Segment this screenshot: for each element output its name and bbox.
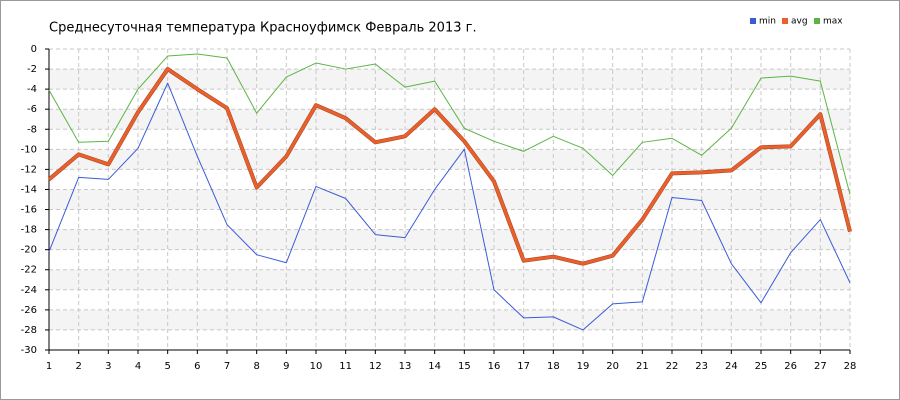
legend-swatch [814, 18, 820, 24]
x-tick-label: 11 [339, 361, 352, 372]
x-tick-label: 9 [283, 361, 289, 372]
x-tick-label: 14 [428, 361, 441, 372]
x-tick-label: 22 [666, 361, 679, 372]
x-tick-label: 12 [369, 361, 382, 372]
x-tick-label: 6 [194, 361, 200, 372]
y-tick-label: -8 [27, 124, 37, 135]
legend-label: max [823, 17, 843, 27]
y-tick-label: -14 [21, 184, 37, 195]
y-tick-label: -20 [21, 245, 37, 256]
x-tick-label: 23 [695, 361, 708, 372]
series-line [48, 67, 852, 266]
y-tick-label: -24 [21, 285, 37, 296]
grid-band [49, 109, 850, 130]
x-tick-label: 28 [844, 361, 857, 372]
y-tick-label: -16 [21, 205, 37, 216]
grid-band [49, 189, 850, 210]
grid-band [49, 309, 850, 330]
x-tick-label: 25 [755, 361, 768, 372]
x-tick-label: 3 [105, 361, 111, 372]
x-tick-label: 13 [399, 361, 412, 372]
y-tick-label: 0 [31, 44, 37, 55]
x-tick-label: 21 [636, 361, 649, 372]
legend-label: min [759, 17, 776, 27]
x-tick-label: 24 [725, 361, 738, 372]
y-tick-label: -10 [21, 144, 37, 155]
y-tick-label: -26 [21, 305, 37, 316]
grid-band [49, 269, 850, 290]
grid-band [49, 69, 850, 90]
x-tick-label: 10 [310, 361, 323, 372]
legend-swatch [750, 18, 756, 24]
x-tick-label: 16 [488, 361, 501, 372]
chart-title: Среднесуточная температура Красноуфимск … [49, 21, 477, 36]
y-tick-label: -28 [21, 325, 37, 336]
grid-band [49, 149, 850, 170]
legend-label: avg [791, 17, 808, 27]
legend-swatch [782, 18, 788, 24]
x-tick-label: 5 [164, 361, 170, 372]
x-tick-label: 20 [606, 361, 619, 372]
series-line [48, 82, 851, 331]
x-tick-label: 2 [75, 361, 81, 372]
x-tick-label: 17 [517, 361, 530, 372]
x-tick-label: 1 [46, 361, 52, 372]
y-tick-label: -2 [27, 64, 37, 75]
x-tick-label: 4 [135, 361, 141, 372]
y-tick-label: -30 [21, 345, 37, 356]
x-tick-label: 26 [784, 361, 797, 372]
x-tick-label: 7 [224, 361, 230, 372]
x-tick-label: 27 [814, 361, 827, 372]
x-tick-label: 19 [577, 361, 590, 372]
y-tick-label: -12 [21, 164, 37, 175]
y-tick-label: -4 [27, 84, 37, 95]
grid-band [49, 229, 850, 250]
x-tick-label: 15 [458, 361, 471, 372]
x-tick-label: 8 [253, 361, 259, 372]
series-line [48, 53, 851, 195]
x-tick-label: 18 [547, 361, 560, 372]
y-tick-label: -18 [21, 225, 37, 236]
y-tick-label: -6 [27, 104, 37, 115]
y-tick-label: -22 [21, 265, 37, 276]
